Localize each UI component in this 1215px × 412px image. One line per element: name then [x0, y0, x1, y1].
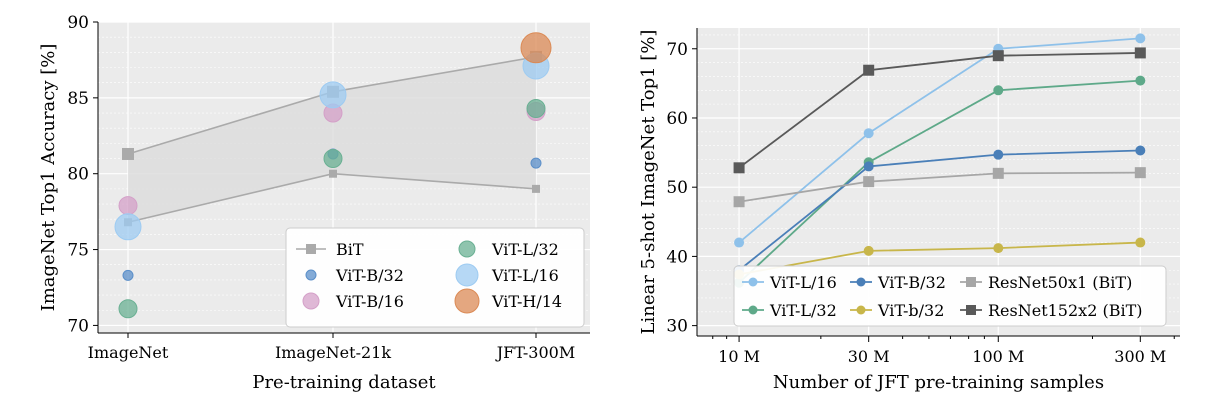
legend-marker-resnet50x1-bit: [966, 277, 976, 287]
legend-label: ViT-L/16: [491, 266, 559, 285]
legend-label: ViT-L/32: [491, 240, 559, 259]
marker-vit-l-16: [1135, 33, 1146, 44]
point-vit-l-32: [323, 149, 343, 169]
point-vit-l-16: [114, 213, 142, 241]
line-resnet50x1-bit: [738, 171, 1141, 203]
x-axis-label: Pre-training dataset: [252, 372, 436, 393]
legend-label: ViT-L/32: [769, 301, 837, 320]
legend-marker-vit-b-32: [856, 305, 866, 315]
point-vit-h-14: [520, 32, 552, 64]
marker-resnet152x2-bit: [1134, 47, 1146, 59]
x-tick-label: 30 M: [848, 347, 890, 366]
legend-label: ViT-b/32: [877, 301, 944, 320]
y-tick-label: 50: [666, 178, 688, 198]
line-resnet152x2-bit: [738, 52, 1141, 169]
legend-marker-vit-b-16: [302, 292, 320, 310]
marker-resnet152x2-bit: [863, 64, 875, 76]
y-tick-label: 70: [67, 316, 89, 336]
point-vit-b-16: [118, 196, 138, 216]
y-tick-label: 60: [666, 109, 688, 129]
x-tick-label: 100 M: [972, 347, 1024, 366]
marker-vit-l-32: [993, 85, 1004, 96]
y-tick-label: 80: [67, 165, 89, 185]
point-vit-l-32: [526, 98, 546, 118]
y-tick-label: 90: [67, 13, 89, 33]
marker-resnet152x2-bit: [992, 50, 1004, 62]
marker-resnet50x1-bit: [863, 176, 875, 188]
x-tick-label: ImageNet-21k: [275, 343, 391, 362]
legend: ViT-L/16 ViT-B/32 ResNet50x1 (BiT) ViT-L/32…: [733, 265, 1167, 327]
marker-vit-b-32: [1135, 145, 1146, 156]
x-tick-label: 10 M: [718, 347, 760, 366]
y-tick-label: 70: [666, 40, 688, 60]
fewshot-accuracy-chart: 30 40 50 60 70 10 M 30 M 100 M 300 M Number of JF…: [638, 28, 1180, 393]
line-vit-l-16: [738, 37, 1141, 244]
legend-marker-vit-l-32: [458, 240, 476, 258]
legend-box: [285, 227, 585, 328]
legend-label: ViT-L/16: [769, 273, 837, 292]
legend-marker-vit-l-32: [748, 305, 758, 315]
bit-upper-marker: [122, 147, 134, 160]
point-vit-l-32: [118, 299, 138, 319]
y-tick-label: 30: [666, 317, 688, 337]
legend-label: ViT-B/16: [335, 292, 404, 311]
bit-lower-marker: [329, 169, 337, 178]
point-vit-b-32: [530, 157, 542, 169]
line-vit-b-32: [738, 149, 1141, 271]
point-vit-l-16: [319, 81, 347, 109]
x-axis-label: Number of JFT pre-training samples: [773, 372, 1104, 393]
bit-lower-marker: [532, 184, 540, 193]
x-tick-label: JFT-300M: [495, 343, 575, 362]
legend: BiT ViT-B/32 ViT-B/16 ViT-L/32 ViT-L/16 ViT-H…: [285, 227, 585, 328]
line-vit-l-32: [738, 79, 1141, 284]
legend-marker-vit-l-16: [455, 263, 479, 287]
marker-vit-l-16: [734, 237, 745, 248]
y-tick-label: 85: [67, 89, 89, 109]
marker-resnet152x2-bit: [733, 162, 745, 174]
x-tick-label: ImageNet: [88, 343, 169, 362]
legend-label: ViT-B/32: [877, 273, 946, 292]
y-axis-label: ImageNet Top1 Accuracy [%]: [38, 44, 59, 312]
legend-label: BiT: [336, 240, 364, 259]
legend-box: [733, 265, 1167, 327]
marker-resnet50x1-bit: [1134, 167, 1146, 179]
legend-marker-vit-h-14: [454, 288, 480, 314]
legend-marker-vit-l-16: [748, 277, 758, 287]
marker-vit-l-32: [1135, 75, 1146, 86]
point-vit-b-32: [122, 269, 134, 281]
marker-resnet50x1-bit: [733, 196, 745, 208]
legend-marker-bit: [306, 244, 316, 254]
marker-vit-b-32: [993, 243, 1004, 254]
legend-label: ViT-B/32: [335, 266, 404, 285]
marker-resnet50x1-bit: [992, 167, 1004, 179]
marker-vit-b-32: [1135, 237, 1146, 248]
legend-marker-resnet152x2-bit: [966, 305, 976, 315]
legend-marker-vit-b-32: [856, 277, 866, 287]
legend-label: ViT-H/14: [491, 292, 562, 311]
y-tick-label: 40: [666, 247, 688, 267]
legend-label: ResNet50x1 (BiT): [988, 273, 1132, 292]
marker-vit-b-32: [863, 161, 874, 172]
x-tick-label: 300 M: [1114, 347, 1166, 366]
marker-vit-l-16: [863, 128, 874, 139]
y-axis-label: Linear 5-shot ImageNet Top1 [%]: [638, 30, 659, 335]
legend-marker-vit-b-32: [305, 269, 317, 281]
marker-vit-b-32: [993, 149, 1004, 160]
legend-label: ResNet152x2 (BiT): [988, 301, 1142, 320]
line-vit-b-32: [738, 241, 1141, 276]
dataset-accuracy-chart: 70 75 80 85 90 ImageNet ImageNet-21k JFT-300M Pr…: [38, 13, 590, 393]
marker-vit-b-32: [863, 245, 874, 256]
y-tick-label: 75: [67, 241, 89, 261]
